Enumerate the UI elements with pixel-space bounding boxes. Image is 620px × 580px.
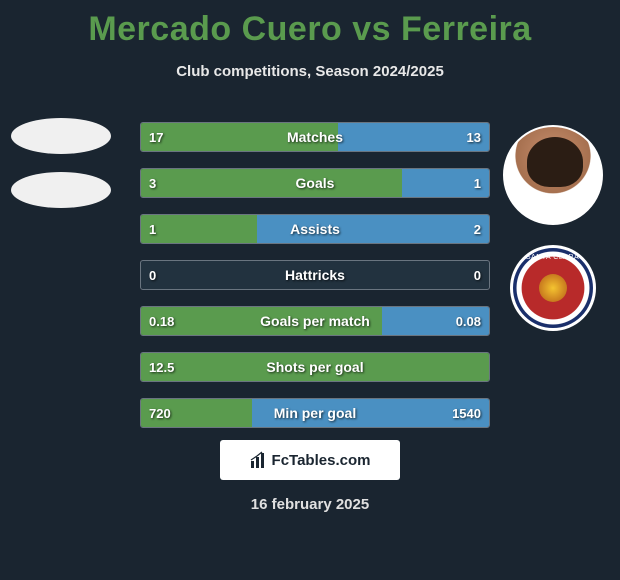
stat-value-left: 3 xyxy=(149,169,156,197)
stat-row: 0.18 0.08Goals per match xyxy=(140,306,490,336)
stat-value-left: 720 xyxy=(149,399,171,427)
stat-value-left: 12.5 xyxy=(149,353,174,381)
date-label: 16 february 2025 xyxy=(0,496,620,513)
player-photo-placeholder xyxy=(11,118,111,154)
stat-value-right: 1 xyxy=(474,169,481,197)
team-badge xyxy=(510,245,596,331)
stat-value-right: 0.08 xyxy=(456,307,481,335)
stat-value-left: 1 xyxy=(149,215,156,243)
comparison-chart: 1713Matches31Goals12Assists00Hattricks0.… xyxy=(140,122,490,444)
team-badge-placeholder xyxy=(11,172,111,208)
stat-label: Hattricks xyxy=(141,261,489,289)
brand-text: FcTables.com xyxy=(272,452,371,469)
stat-value-right: 0 xyxy=(474,261,481,289)
left-player-block xyxy=(8,118,113,226)
stat-value-left: 0.18 xyxy=(149,307,174,335)
player-photo xyxy=(503,125,603,225)
stat-value-right: 13 xyxy=(467,123,481,151)
stat-label: Goals per match xyxy=(141,307,489,335)
stat-label: Min per goal xyxy=(141,399,489,427)
stat-value-right: 2 xyxy=(474,215,481,243)
stat-row: 1 2Assists xyxy=(140,214,490,244)
stat-row: 3 1Goals xyxy=(140,168,490,198)
stat-value-left: 0 xyxy=(149,261,156,289)
right-player-block xyxy=(500,125,605,331)
stat-row: 720 1540Min per goal xyxy=(140,398,490,428)
stat-row: 17 13Matches xyxy=(140,122,490,152)
brand-logo: FcTables.com xyxy=(220,440,400,480)
stat-value-right: 1540 xyxy=(452,399,481,427)
stat-label: Assists xyxy=(141,215,489,243)
stat-value-left: 17 xyxy=(149,123,163,151)
chart-icon xyxy=(250,451,268,469)
page-title: Mercado Cuero vs Ferreira xyxy=(0,0,620,49)
stat-row: 0 0Hattricks xyxy=(140,260,490,290)
stat-row: 12.5Shots per goal xyxy=(140,352,490,382)
stat-label: Matches xyxy=(141,123,489,151)
stat-label: Shots per goal xyxy=(141,353,489,381)
stat-label: Goals xyxy=(141,169,489,197)
subtitle: Club competitions, Season 2024/2025 xyxy=(0,63,620,80)
